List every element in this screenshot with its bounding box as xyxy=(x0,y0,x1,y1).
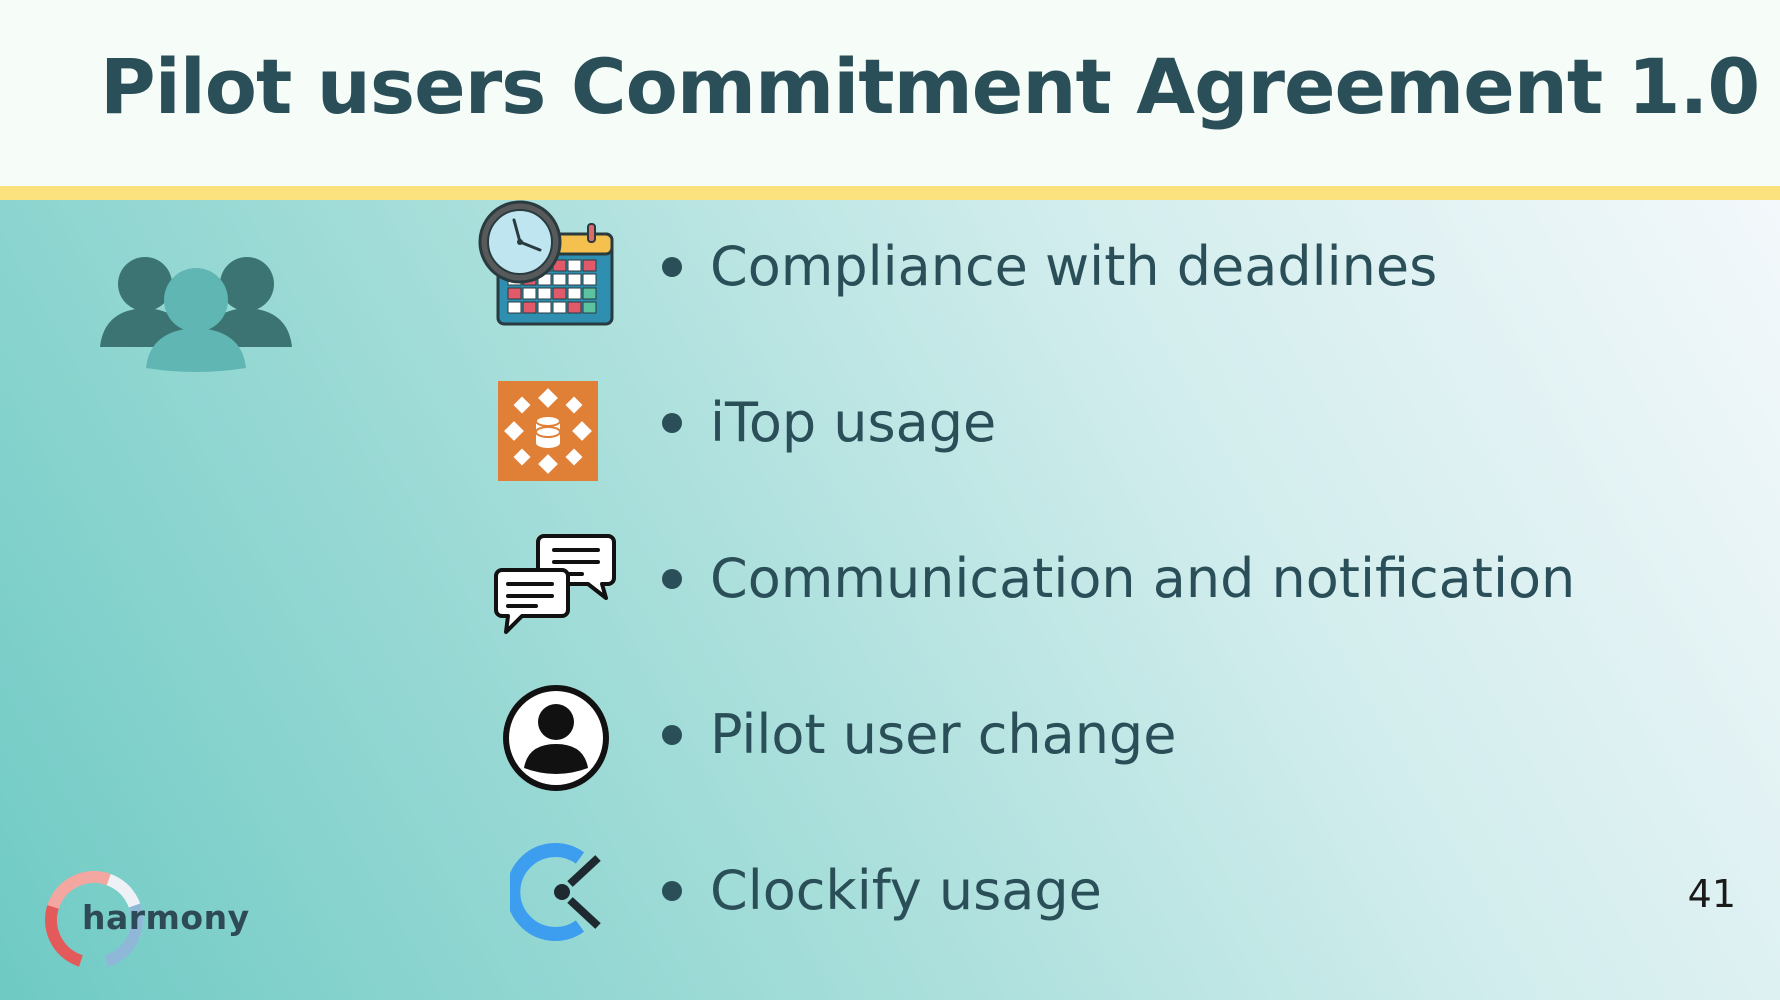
item-label: Clockify usage xyxy=(710,859,1102,922)
page-number: 41 xyxy=(1687,872,1736,916)
bullet xyxy=(662,413,682,433)
harmony-logo: harmony xyxy=(44,868,249,974)
users-group-icon xyxy=(100,257,292,372)
bullet xyxy=(662,257,682,277)
bullet xyxy=(662,881,682,901)
user-profile-icon xyxy=(503,685,609,791)
clockify-logo-icon xyxy=(510,843,601,941)
header-divider xyxy=(0,186,1780,200)
item-label: Communication and notification xyxy=(710,547,1576,610)
slide-header: Pilot users Commitment Agreement 1.0 xyxy=(0,0,1780,186)
list-item-pilot-user-change: Pilot user change xyxy=(0,668,1780,798)
list-item-itop: iTop usage xyxy=(0,356,1780,486)
bullet xyxy=(662,725,682,745)
item-label: Pilot user change xyxy=(710,703,1177,766)
item-label: iTop usage xyxy=(710,391,997,454)
list-item-clockify: Clockify usage xyxy=(0,824,1780,954)
chat-bubbles-icon xyxy=(494,534,616,634)
slide-body xyxy=(0,200,1780,1000)
item-label: Compliance with deadlines xyxy=(710,235,1438,298)
slide-title: Pilot users Commitment Agreement 1.0 xyxy=(100,42,1760,131)
list-item-deadlines: Compliance with deadlines xyxy=(0,200,1780,330)
harmony-logo-text: harmony xyxy=(82,898,250,937)
itop-logo-icon xyxy=(498,381,598,481)
list-item-communication: Communication and notification xyxy=(0,512,1780,642)
harmony-ring-icon xyxy=(44,871,143,969)
bullet xyxy=(662,569,682,589)
calendar-clock-icon xyxy=(478,200,614,326)
